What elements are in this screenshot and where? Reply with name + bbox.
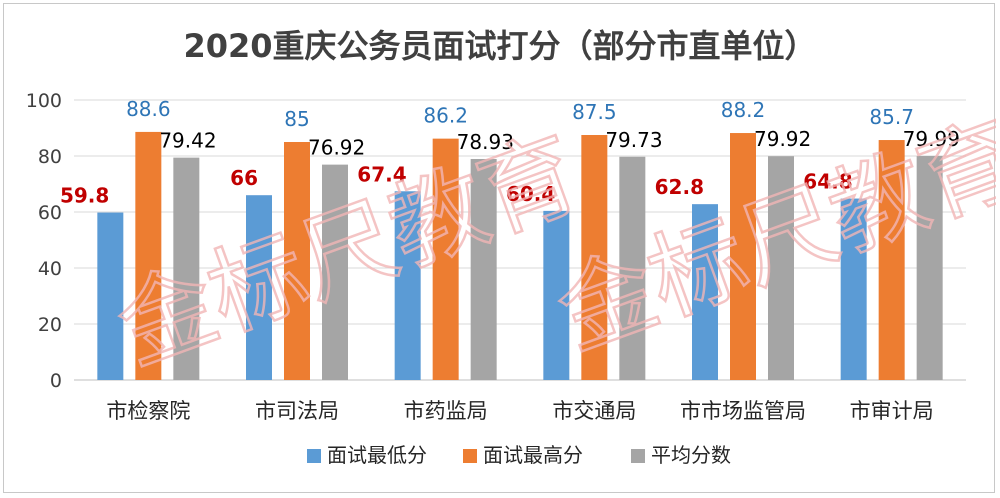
bar bbox=[246, 195, 272, 380]
data-label: 60.4 bbox=[506, 182, 555, 206]
bar bbox=[916, 156, 943, 380]
data-label: 62.8 bbox=[655, 175, 704, 199]
data-label: 87.5 bbox=[572, 100, 617, 124]
bar-chart: 2020重庆公务员面试打分（部分市直单位） 0 20 40 60 80 100 59.8 8… bbox=[26, 27, 996, 467]
bar bbox=[840, 198, 867, 380]
data-label: 88.2 bbox=[721, 98, 766, 122]
bar bbox=[97, 212, 124, 380]
bar bbox=[730, 133, 756, 380]
legend-label: 平均分数 bbox=[651, 443, 731, 467]
bar bbox=[394, 191, 421, 380]
bar bbox=[692, 204, 718, 380]
bar bbox=[322, 164, 348, 380]
bar bbox=[878, 140, 905, 380]
data-label: 64.8 bbox=[803, 170, 852, 194]
y-tick-label: 60 bbox=[38, 202, 62, 224]
chart-frame: 2020重庆公务员面试打分（部分市直单位） 0 20 40 60 80 100 59.8 8… bbox=[3, 3, 996, 493]
data-label: 66 bbox=[230, 166, 258, 190]
data-label: 86.2 bbox=[423, 104, 468, 128]
y-tick-label: 100 bbox=[26, 90, 62, 112]
data-label: 67.4 bbox=[357, 162, 406, 186]
data-label: 59.8 bbox=[60, 184, 109, 208]
x-tick-label: 市交通局 bbox=[552, 399, 636, 423]
bar bbox=[619, 156, 646, 380]
x-tick-label: 市审计局 bbox=[850, 399, 934, 423]
data-label: 79.73 bbox=[605, 128, 662, 152]
data-label: 79.42 bbox=[159, 129, 216, 153]
data-label: 88.6 bbox=[126, 97, 171, 121]
x-axis: 市检察院 市司法局 市药监局 市交通局 市市场监管局 市审计局 bbox=[106, 399, 933, 423]
bar bbox=[135, 131, 162, 380]
legend-swatch bbox=[463, 449, 477, 463]
x-tick-label: 市司法局 bbox=[255, 399, 339, 423]
x-tick-label: 市检察院 bbox=[106, 399, 190, 423]
y-tick-label: 20 bbox=[38, 314, 62, 336]
data-label: 79.99 bbox=[903, 127, 960, 151]
legend-swatch bbox=[631, 449, 645, 463]
bar bbox=[173, 157, 200, 380]
bar bbox=[470, 158, 497, 380]
y-tick-label: 80 bbox=[38, 146, 62, 168]
x-tick-label: 市药监局 bbox=[404, 399, 488, 423]
data-label: 76.92 bbox=[308, 136, 365, 160]
legend-swatch bbox=[307, 449, 321, 463]
y-tick-label: 40 bbox=[38, 258, 62, 280]
bar bbox=[432, 138, 459, 380]
legend-label: 面试最低分 bbox=[327, 443, 427, 467]
gridlines bbox=[74, 99, 966, 381]
chart-title: 2020重庆公务员面试打分（部分市直单位） bbox=[183, 27, 816, 65]
bar bbox=[543, 210, 570, 380]
y-axis: 0 20 40 60 80 100 bbox=[26, 90, 62, 392]
x-tick-label: 市市场监管局 bbox=[680, 399, 806, 423]
bars bbox=[97, 131, 943, 380]
data-label: 85.7 bbox=[869, 105, 914, 129]
bar bbox=[581, 135, 608, 380]
y-tick-label: 0 bbox=[50, 370, 62, 392]
bar bbox=[768, 156, 794, 380]
bar bbox=[284, 142, 310, 380]
data-label: 79.92 bbox=[754, 127, 811, 151]
legend-label: 面试最高分 bbox=[483, 443, 583, 467]
data-label: 85 bbox=[284, 107, 309, 131]
data-label: 78.93 bbox=[457, 130, 514, 154]
legend: 面试最低分 面试最高分 平均分数 bbox=[307, 443, 731, 467]
